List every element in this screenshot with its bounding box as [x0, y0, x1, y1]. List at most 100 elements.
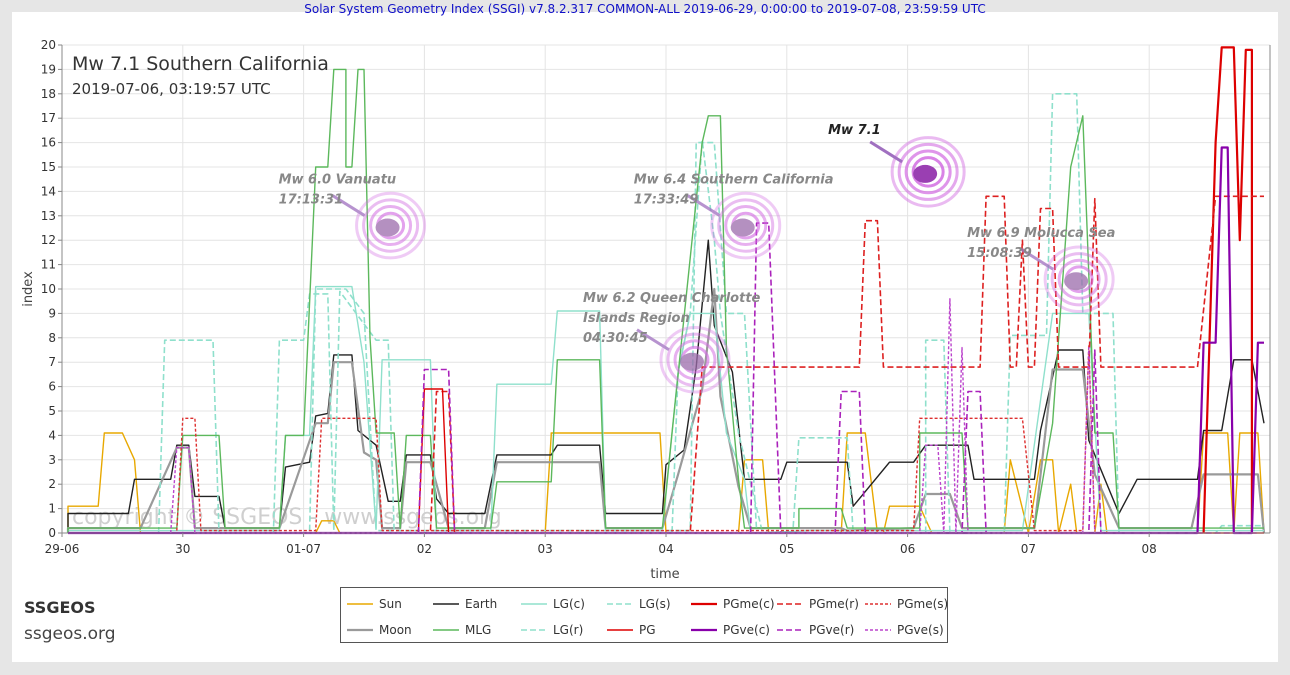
y-tick-label: 12 [41, 233, 56, 247]
legend-swatch [521, 629, 547, 631]
earthquake-marker [636, 325, 731, 394]
legend-label: Earth [465, 597, 498, 611]
legend-item: PGve(r) [777, 620, 854, 640]
legend-label: PGve(c) [723, 623, 770, 637]
x-tick-label: 03 [538, 542, 553, 556]
x-tick-label: 30 [175, 542, 190, 556]
marker-ring [1050, 252, 1108, 307]
brand-name: SSGEOS [24, 598, 96, 617]
legend-label: LG(r) [553, 623, 584, 637]
x-tick-label: 04 [658, 542, 673, 556]
marker-ring [724, 205, 768, 247]
legend-item: PGve(c) [691, 620, 770, 640]
legend-label: PGme(s) [897, 597, 949, 611]
series-line-pgve-c [68, 146, 1264, 535]
marker-core [375, 218, 400, 237]
marker-ring [1043, 245, 1115, 314]
legend-item: LG(c) [521, 594, 585, 614]
legend-label: PGve(r) [809, 623, 855, 637]
marker-ring [717, 198, 775, 253]
annotation-label: Mw 6.4 Southern California [634, 173, 834, 188]
marker-ring [897, 142, 959, 201]
marker-core [913, 164, 938, 183]
annotation-time: 15:08:39 [967, 246, 1032, 261]
x-tick-label: 06 [900, 542, 915, 556]
y-tick-label: 2 [48, 477, 56, 491]
legend-swatch [691, 628, 717, 632]
legend-item: Moon [347, 620, 412, 640]
y-tick-label: 11 [41, 258, 56, 272]
legend-label: Moon [379, 623, 412, 637]
earthquake-marker [686, 191, 782, 260]
legend-item: LG(r) [521, 620, 583, 640]
legend-swatch [433, 603, 459, 605]
legend-swatch [777, 603, 803, 605]
legend-item: PGme(s) [865, 594, 948, 614]
y-tick-label: 4 [48, 428, 56, 442]
brand-url: ssgeos.org [24, 624, 116, 644]
marker-arrow [331, 194, 366, 217]
y-tick-label: 3 [48, 453, 56, 467]
legend-label: LG(c) [553, 597, 585, 611]
earthquake-marker [1020, 245, 1115, 314]
y-tick-label: 8 [48, 331, 56, 345]
marker-ring [904, 149, 952, 195]
y-tick-label: 17 [41, 111, 56, 125]
marker-core [679, 352, 704, 371]
y-tick-label: 10 [41, 282, 56, 296]
series-line-pgme-r [370, 195, 1264, 534]
marker-arrow [636, 328, 670, 352]
legend-label: Sun [379, 597, 402, 611]
series-line-pgme-c [1202, 46, 1253, 534]
y-tick-label: 13 [41, 209, 56, 223]
y-tick-label: 5 [48, 404, 56, 418]
y-tick-label: 20 [41, 38, 56, 52]
marker-ring [1057, 258, 1101, 300]
legend-swatch [347, 603, 373, 605]
marker-ring [355, 191, 427, 260]
annotation-time: 17:33:49 [634, 193, 699, 208]
legend-swatch [865, 629, 891, 631]
legend-label: LG(s) [639, 597, 671, 611]
y-tick-label: 0 [48, 526, 56, 540]
y-tick-label: 15 [41, 160, 56, 174]
x-tick-label: 08 [1142, 542, 1157, 556]
legend-swatch [347, 628, 373, 632]
legend-item: Sun [347, 594, 402, 614]
y-tick-label: 19 [41, 62, 56, 76]
marker-arrow [686, 194, 721, 217]
legend-label: MLG [465, 623, 492, 637]
chart-frame [12, 12, 1278, 662]
annotation-group: Mw 6.0 Vanuatu 17:13:31 Mw 6.2 Queen Charl… [279, 123, 1115, 394]
series-line-pgme-s [176, 344, 1096, 532]
legend-item: MLG [433, 620, 491, 640]
y-tick-label: 7 [48, 355, 56, 369]
legend-item: PG [607, 620, 656, 640]
marker-ring [659, 325, 731, 394]
series-line-lg-c [67, 285, 1264, 534]
marker-ring [666, 332, 724, 387]
legend-item: PGme(r) [777, 594, 859, 614]
series-line-lg-s [157, 93, 1264, 534]
annotation-time: 04:30:45 [583, 331, 648, 346]
x-tick-label: 05 [779, 542, 794, 556]
earthquake-marker [331, 191, 427, 260]
annotation-label: Mw 6.2 Queen Charlotte [583, 291, 761, 306]
legend-label: PGme(r) [809, 597, 859, 611]
marker-arrow [869, 140, 903, 164]
series-line-lg-r [308, 141, 758, 532]
marker-ring [673, 339, 717, 381]
legend-swatch [865, 603, 891, 605]
marker-ring [710, 191, 782, 260]
marker-core [1064, 272, 1089, 291]
annotation-label: Mw 6.0 Vanuatu [279, 173, 397, 188]
y-tick-label: 18 [41, 87, 56, 101]
marker-core [730, 218, 755, 237]
annotation-label: Mw 7.1 [828, 123, 881, 138]
y-tick-label: 9 [48, 306, 56, 320]
earthquake-marker [869, 136, 966, 208]
legend-item: Earth [433, 594, 497, 614]
legend-swatch [607, 629, 633, 631]
legend-swatch [607, 603, 633, 605]
